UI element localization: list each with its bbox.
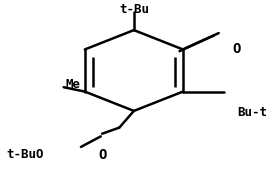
Text: O: O (232, 42, 240, 56)
Text: O: O (98, 148, 106, 162)
Text: Bu-t: Bu-t (237, 106, 267, 119)
Text: t-Bu: t-Bu (119, 3, 149, 16)
Text: Me: Me (66, 78, 81, 91)
Text: t-BuO: t-BuO (6, 148, 44, 161)
